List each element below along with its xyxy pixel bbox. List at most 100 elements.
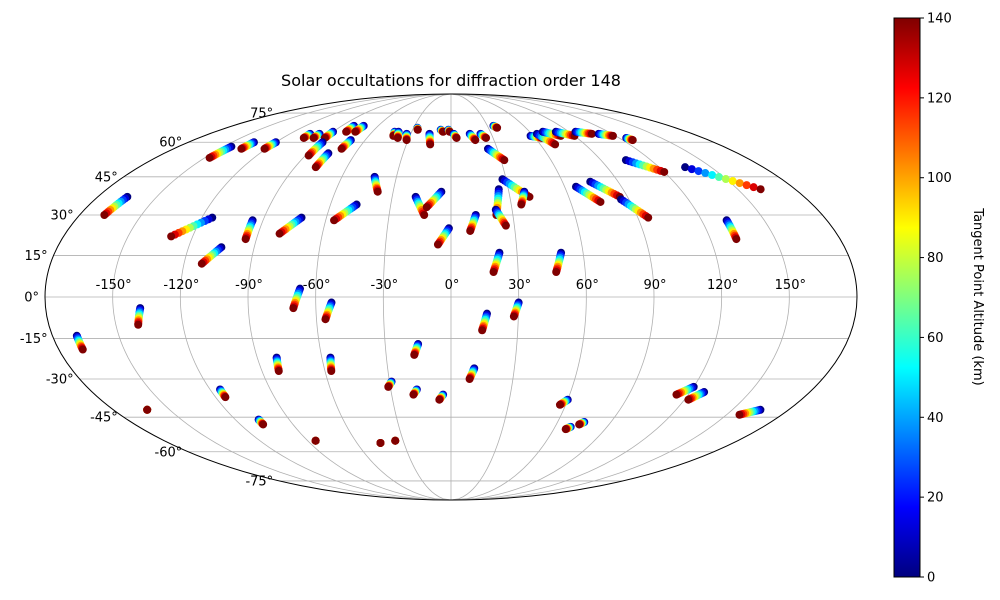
occultation-track [466, 210, 480, 235]
lon-tick-label: 150° [775, 278, 806, 293]
track-point [749, 183, 758, 192]
lon-tick-label: -90° [235, 278, 263, 293]
track-point [551, 140, 560, 149]
track-point [327, 367, 336, 376]
occultation-track [735, 405, 765, 419]
track-point [708, 171, 717, 180]
occultation-track [422, 187, 446, 212]
occultation-track [241, 216, 257, 244]
occultation-track [433, 224, 453, 249]
occultation-track [444, 125, 454, 136]
lat-tick-label: -30° [46, 373, 74, 388]
track-point [482, 133, 491, 142]
occultation-track [299, 129, 315, 142]
occultation-track [672, 382, 698, 399]
track-point [452, 133, 461, 142]
occultation-track [571, 182, 605, 206]
colorbar-ticks: 0 20 40 60 80 100 120 140 [920, 12, 952, 586]
lon-tick-label: -150° [96, 278, 132, 293]
grid [45, 93, 857, 501]
lat-tick-label: 0° [24, 291, 39, 306]
track-point [78, 345, 87, 354]
occultation-track [289, 284, 305, 313]
occultation-track [393, 127, 403, 142]
track-point [552, 268, 561, 276]
track-point [384, 382, 393, 391]
colorbar-tick-label: 0 [927, 571, 935, 586]
meridian-line [450, 93, 655, 501]
lon-tick-label: -60° [303, 278, 331, 293]
meridian-line [450, 93, 520, 501]
track-point [259, 420, 268, 429]
occultation-track [384, 377, 396, 391]
track-point [489, 268, 498, 276]
occultation-track [330, 200, 361, 225]
track-point [426, 140, 435, 149]
track-point [274, 367, 283, 376]
track-point [100, 210, 109, 219]
meridian-line [450, 93, 723, 501]
track-point [681, 163, 690, 172]
colorbar-tick-label: 60 [927, 331, 944, 346]
occultation-track [391, 436, 400, 445]
track-point [471, 136, 480, 145]
occultation-track [465, 129, 480, 145]
occultation-track [216, 385, 230, 402]
track-point [237, 144, 246, 153]
track-point [321, 315, 330, 324]
occultation-track [594, 129, 617, 140]
occultation-track [489, 248, 504, 276]
occultation-track [254, 415, 268, 429]
occultation-track [321, 298, 336, 324]
occultation-track [483, 144, 509, 165]
occultation-track [561, 422, 575, 434]
colorbar-tick-label: 40 [927, 411, 944, 426]
occultation-track [326, 353, 336, 376]
occultation-track [617, 195, 653, 222]
occultation-track [260, 138, 280, 153]
occultation-track [478, 309, 491, 335]
colorbar-tick-label: 100 [927, 171, 952, 186]
track-point [596, 197, 605, 206]
occultation-track [509, 298, 523, 321]
track-point [422, 203, 431, 212]
occultation-track [370, 172, 382, 196]
track-point [721, 175, 730, 184]
track-point [644, 213, 653, 222]
track-point [167, 232, 176, 241]
lat-tick-label: 60° [159, 136, 182, 151]
occultation-track [100, 192, 132, 219]
colorbar-gradient [893, 17, 921, 578]
colorbar: 0 20 40 60 80 100 120 140 Tangent Point Altitud… [893, 12, 985, 586]
track-point [517, 200, 526, 209]
colorbar-tick-label: 80 [927, 251, 944, 266]
occultation-track [622, 133, 637, 145]
occultation-track [320, 127, 338, 142]
lon-tick-label: 60° [576, 278, 599, 293]
occultation-track [402, 129, 411, 145]
track-point [393, 133, 402, 142]
track-point [143, 405, 152, 414]
lon-tick-labels: -150° -120° -90° -60° -30° 0° 30° 60° 90° 120° 150… [96, 278, 806, 293]
track-point [197, 259, 206, 268]
occultation-track [551, 127, 579, 140]
track-point [561, 425, 570, 434]
occultation-track [498, 175, 534, 201]
lon-tick-label: -120° [163, 278, 199, 293]
occultation-track [410, 340, 423, 359]
occultation-track [275, 213, 306, 238]
track-point [628, 136, 637, 145]
meridian-line [450, 93, 790, 501]
occultation-track [351, 121, 368, 136]
track-point [478, 326, 487, 335]
lat-tick-label: 75° [250, 107, 273, 122]
track-point [660, 167, 669, 176]
track-point [409, 390, 418, 399]
colorbar-label: Tangent Point Altitude (km) [970, 207, 985, 385]
lat-tick-label: 30° [51, 208, 74, 223]
lon-tick-label: 0° [445, 278, 460, 293]
track-point [410, 350, 419, 359]
track-point [466, 226, 475, 235]
colorbar-tick-label: 20 [927, 491, 944, 506]
